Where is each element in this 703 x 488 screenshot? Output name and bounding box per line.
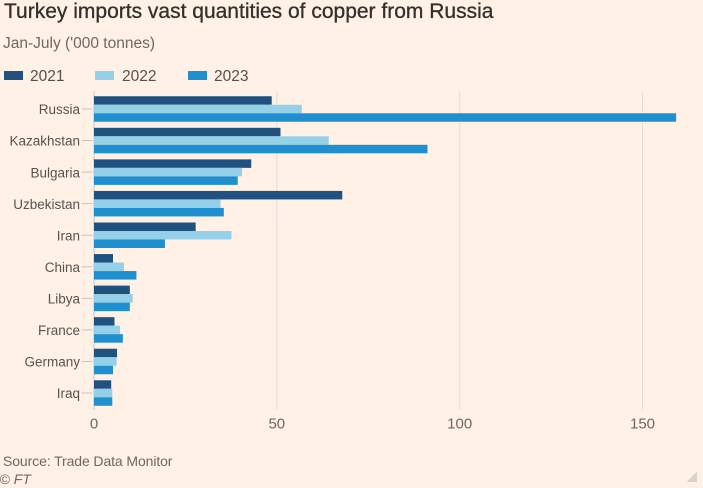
svg-text:Libya: Libya: [48, 292, 81, 307]
svg-text:100: 100: [447, 415, 472, 432]
svg-text:Iraq: Iraq: [57, 386, 80, 401]
svg-text:Germany: Germany: [24, 355, 80, 370]
svg-text:150: 150: [630, 415, 655, 432]
svg-text:Bulgaria: Bulgaria: [30, 165, 80, 180]
svg-text:Iran: Iran: [57, 228, 80, 243]
svg-text:50: 50: [268, 415, 285, 432]
svg-text:0: 0: [90, 415, 98, 432]
svg-text:Kazakhstan: Kazakhstan: [9, 134, 80, 149]
svg-text:Uzbekistan: Uzbekistan: [13, 197, 80, 212]
svg-text:China: China: [45, 260, 81, 275]
svg-text:France: France: [38, 323, 80, 338]
svg-text:Russia: Russia: [39, 102, 81, 117]
